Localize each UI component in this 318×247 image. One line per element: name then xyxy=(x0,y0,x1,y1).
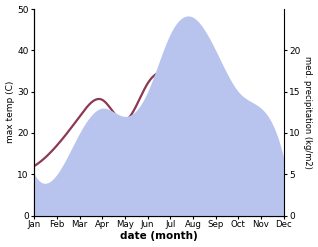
X-axis label: date (month): date (month) xyxy=(120,231,198,242)
Y-axis label: max temp (C): max temp (C) xyxy=(5,81,15,144)
Y-axis label: med. precipitation (kg/m2): med. precipitation (kg/m2) xyxy=(303,56,313,169)
